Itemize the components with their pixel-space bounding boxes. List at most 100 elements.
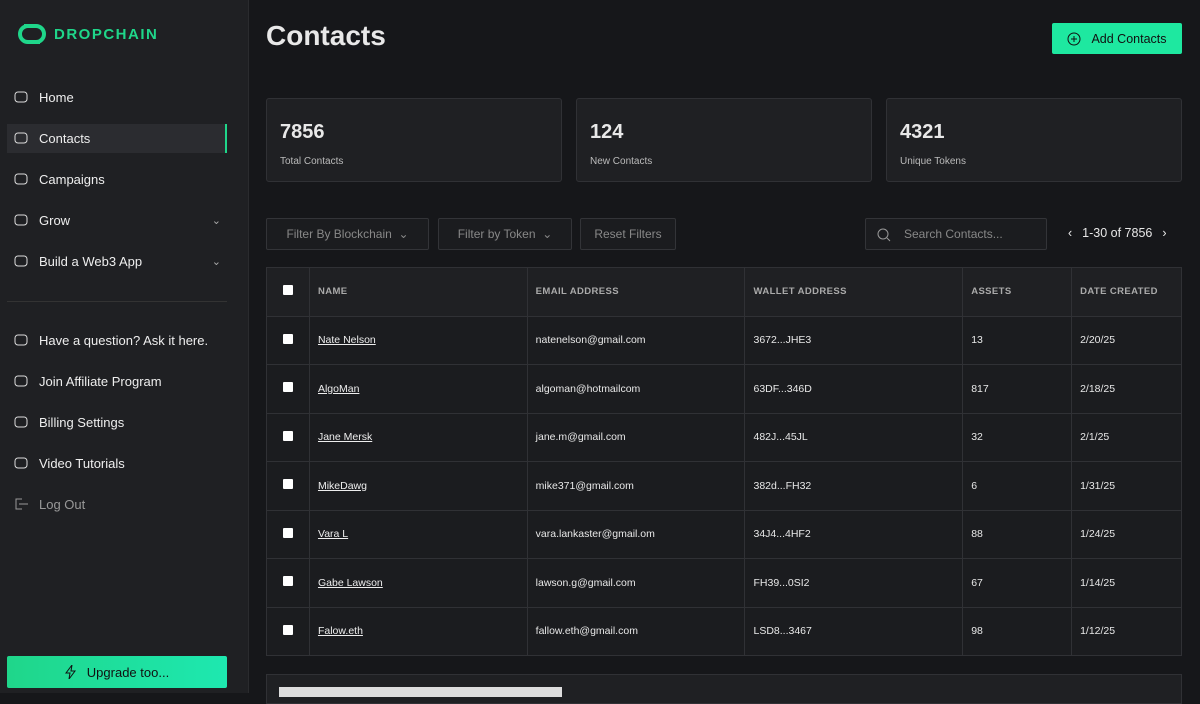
divider <box>7 301 227 302</box>
page-title: Contacts <box>266 20 386 51</box>
row-select[interactable] <box>266 509 310 559</box>
row-select[interactable] <box>266 412 310 462</box>
cell-text: 1/14/25 <box>1080 576 1116 589</box>
cell: 6 <box>962 461 1073 511</box>
contact-name[interactable]: Vara L <box>317 528 349 541</box>
cell-text: vara.lankaster@gmail.om <box>535 528 655 541</box>
filter-token[interactable]: Filter by Token ⌄ <box>438 218 572 250</box>
search-box[interactable]: Search Contacts... <box>865 218 1047 250</box>
support-label: Billing Settings <box>39 415 125 430</box>
cell-text: 88 <box>971 528 983 541</box>
cell: 3672...JHE3 <box>744 315 964 365</box>
filter-token-label: Filter by Token <box>457 227 536 241</box>
row-select[interactable] <box>266 558 310 608</box>
cell: vara.lankaster@gmail.om <box>526 509 746 559</box>
table-row: AlgoMan algoman@hotmailcom 63DF...346D 817 2… <box>266 364 1182 414</box>
brand: DROPCHAIN <box>54 26 159 43</box>
nav-label: Grow <box>39 213 71 228</box>
reset-label: Reset Filters <box>594 227 662 241</box>
nav-item[interactable]: Home <box>7 83 227 112</box>
cell-text: 1/31/25 <box>1080 479 1116 492</box>
cell: 2/20/25 <box>1071 315 1182 365</box>
cell: 482J...45JL <box>744 412 964 462</box>
column-header: WALLET ADDRESS <box>744 267 964 317</box>
cell: 63DF...346D <box>744 364 964 414</box>
contact-name[interactable]: AlgoMan <box>317 382 360 395</box>
cell: algoman@hotmailcom <box>526 364 746 414</box>
cell: 34J4...4HF2 <box>744 509 964 559</box>
cell: Vara L <box>308 509 528 559</box>
support-item[interactable]: Video Tutorials <box>7 449 227 478</box>
cell-text: lawson.g@gmail.com <box>535 576 636 589</box>
stat-label: Total Contacts <box>280 156 344 167</box>
cell: MikeDawg <box>308 461 528 511</box>
prev-page[interactable]: ‹ <box>1068 226 1073 240</box>
table-row: Gabe Lawson lawson.g@gmail.com FH39...0SI2… <box>266 558 1182 608</box>
add-contacts-button[interactable]: Add Contacts <box>1052 23 1182 54</box>
cell-text: 63DF...346D <box>753 382 812 395</box>
cell-text: LSD8...3467 <box>753 625 812 638</box>
support-item[interactable]: Billing Settings <box>7 408 227 437</box>
cell: 98 <box>962 606 1073 656</box>
contact-name[interactable]: Gabe Lawson <box>317 576 383 589</box>
nav-label: Build a Web3 App <box>39 254 143 269</box>
contacts-table: NAME EMAIL ADDRESS WALLET ADDRESS ASSETS DAT… <box>266 267 1182 656</box>
filter-blockchain-label: Filter By Blockchain <box>286 227 392 241</box>
support-label: Join Affiliate Program <box>39 374 162 389</box>
column-header: ASSETS <box>962 267 1073 317</box>
cell: Nate Nelson <box>308 315 528 365</box>
cell-text: 817 <box>971 382 989 395</box>
nav-item[interactable]: Build a Web3 App ⌄ <box>7 247 227 276</box>
logo-icon <box>18 24 46 44</box>
cell: 1/12/25 <box>1071 606 1182 656</box>
contact-name[interactable]: Jane Mersk <box>317 431 373 444</box>
column-header: DATE CREATED <box>1071 267 1182 317</box>
cell: 32 <box>962 412 1073 462</box>
stat-card: 124 New Contacts <box>576 98 872 182</box>
cell: mike371@gmail.com <box>526 461 746 511</box>
select-all[interactable] <box>266 267 310 317</box>
cell: natenelson@gmail.com <box>526 315 746 365</box>
cell-text: 98 <box>971 625 983 638</box>
row-select[interactable] <box>266 315 310 365</box>
cell-text: 1/12/25 <box>1080 625 1116 638</box>
cell: Falow.eth <box>308 606 528 656</box>
table-row: MikeDawg mike371@gmail.com 382d...FH32 6 1/3… <box>266 461 1182 511</box>
stat-value: 124 <box>590 121 624 143</box>
reset-filters[interactable]: Reset Filters <box>580 218 676 250</box>
filter-blockchain[interactable]: Filter By Blockchain ⌄ <box>266 218 429 250</box>
cell-text: 1/24/25 <box>1080 528 1116 541</box>
table-row: Vara L vara.lankaster@gmail.om 34J4...4HF2… <box>266 509 1182 559</box>
cell-text: 382d...FH32 <box>753 479 812 492</box>
support-item[interactable]: Join Affiliate Program <box>7 367 227 396</box>
nav-label: Contacts <box>39 131 91 146</box>
cell: 1/24/25 <box>1071 509 1182 559</box>
scrollbar[interactable] <box>279 687 562 697</box>
column-header: EMAIL ADDRESS <box>526 267 746 317</box>
cell-text: 482J...45JL <box>753 431 808 444</box>
nav-item[interactable]: Campaigns <box>7 165 227 194</box>
contact-name[interactable]: MikeDawg <box>317 479 367 492</box>
cell-text: jane.m@gmail.com <box>535 431 626 444</box>
row-select[interactable] <box>266 606 310 656</box>
chevron: ⌄ <box>211 215 221 227</box>
stat-value: 4321 <box>900 121 945 143</box>
contact-name[interactable]: Nate Nelson <box>317 334 376 347</box>
next-page[interactable]: › <box>1162 226 1167 240</box>
cell-text: 6 <box>971 479 978 492</box>
cell: AlgoMan <box>308 364 528 414</box>
pagination: ‹ 1-30 of 7856 › <box>1068 226 1167 240</box>
row-select[interactable] <box>266 461 310 511</box>
upgrade-button[interactable]: Upgrade too... <box>7 656 227 688</box>
cell: fallow.eth@gmail.com <box>526 606 746 656</box>
nav-item[interactable]: Contacts <box>7 124 227 153</box>
cell-text: mike371@gmail.com <box>535 479 634 492</box>
contact-name[interactable]: Falow.eth <box>317 625 363 638</box>
nav-item[interactable]: Grow ⌄ <box>7 206 227 235</box>
cell: 88 <box>962 509 1073 559</box>
support-item[interactable]: Have a question? Ask it here. <box>7 326 227 355</box>
row-select[interactable] <box>266 364 310 414</box>
header-row: NAME EMAIL ADDRESS WALLET ADDRESS ASSETS DAT… <box>266 267 1182 317</box>
logout[interactable]: Log Out <box>7 490 227 519</box>
cell-text: 34J4...4HF2 <box>753 528 811 541</box>
